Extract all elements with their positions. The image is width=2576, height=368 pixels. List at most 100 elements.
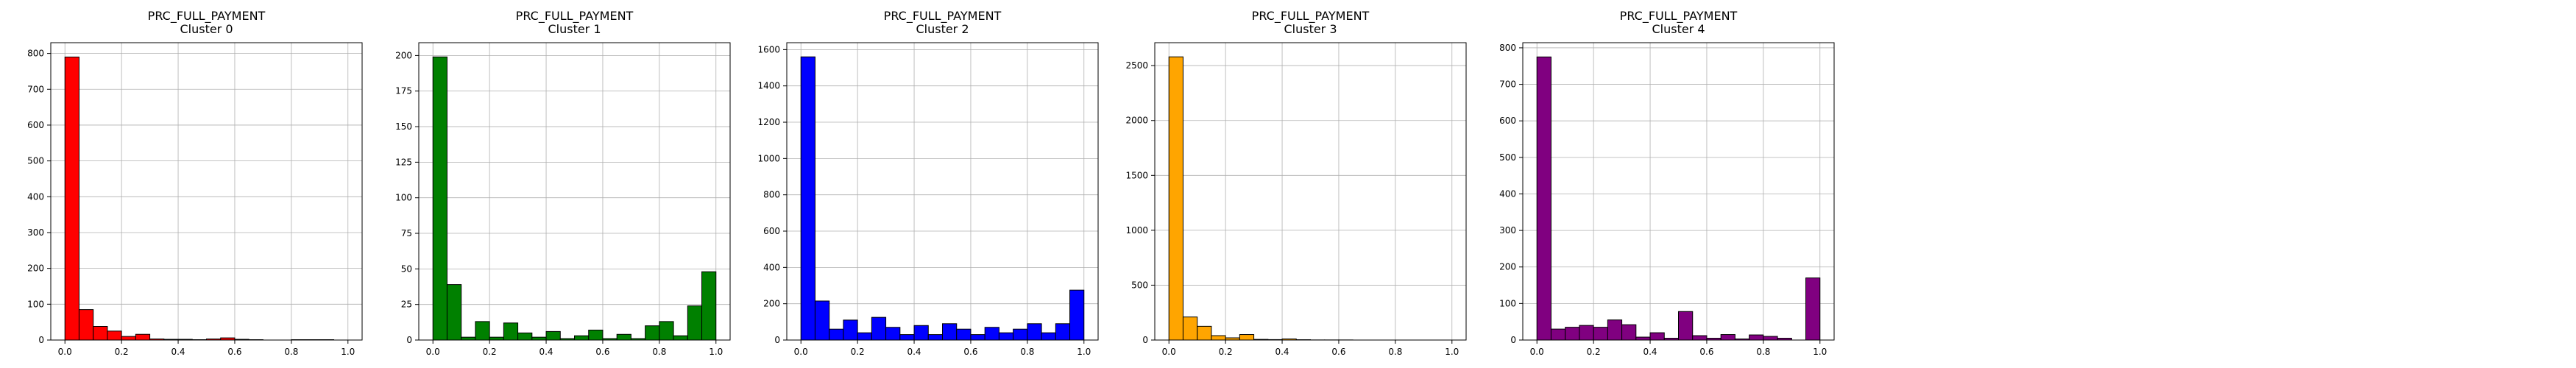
- histogram-bar: [829, 328, 844, 341]
- chart-title: PRC_FULL_PAYMENT: [884, 9, 1002, 24]
- x-tick-label: 0.2: [115, 347, 129, 357]
- histogram-bar: [956, 328, 972, 341]
- axes-frame: [1522, 42, 1835, 341]
- y-tick-label: 0: [1510, 335, 1516, 345]
- histogram-bar: [970, 334, 986, 341]
- y-tick-label: 200: [763, 299, 780, 309]
- chart-title: PRC_FULL_PAYMENT: [148, 9, 266, 24]
- histogram-bar: [545, 330, 561, 341]
- histogram-bar: [432, 56, 447, 341]
- x-tick-label: 1.0: [1445, 347, 1459, 357]
- x-tick-label: 0.4: [1275, 347, 1289, 357]
- y-tick-label: 100: [1499, 298, 1516, 308]
- y-tick-label: 700: [27, 84, 44, 94]
- x-tick-label: 0.0: [58, 347, 72, 357]
- y-tick-label: 175: [395, 86, 412, 96]
- histogram-bar: [659, 321, 674, 341]
- y-tick-label: 150: [395, 121, 412, 132]
- y-tick-label: 300: [27, 227, 44, 238]
- y-tick-label: 0: [1142, 335, 1148, 345]
- y-tick-label: 50: [401, 263, 412, 274]
- y-tick-label: 500: [1131, 280, 1148, 290]
- x-tick-label: 0.4: [907, 347, 921, 357]
- histogram-bar: [1197, 325, 1212, 341]
- histogram-bar: [913, 325, 929, 341]
- histogram-bar: [687, 305, 703, 341]
- y-tick-label: 600: [763, 226, 780, 236]
- histogram-bar: [899, 334, 915, 341]
- x-tick-label: 0.0: [1162, 347, 1176, 357]
- histogram-bar: [885, 327, 901, 341]
- histogram-bar: [1678, 311, 1694, 341]
- histogram-bar: [871, 316, 887, 341]
- axes-frame: [50, 42, 363, 341]
- histogram-bar: [107, 330, 122, 341]
- histogram-bar: [517, 332, 533, 341]
- y-tick-label: 0: [774, 335, 780, 345]
- histogram-bar: [1550, 328, 1566, 341]
- chart-subtitle: Cluster 0: [180, 22, 233, 36]
- histogram-bar: [1805, 277, 1821, 341]
- histogram-bar: [1027, 323, 1042, 341]
- y-tick-label: 1400: [757, 81, 780, 91]
- y-tick-label: 1200: [757, 117, 780, 127]
- y-tick-label: 300: [1499, 225, 1516, 236]
- x-tick-label: 1.0: [341, 347, 355, 357]
- y-tick-label: 2000: [1125, 116, 1148, 126]
- histogram-bar: [64, 56, 79, 341]
- x-tick-label: 0.2: [851, 347, 865, 357]
- x-tick-label: 0.4: [1643, 347, 1657, 357]
- histogram-bar: [701, 271, 717, 341]
- y-tick-label: 400: [1499, 188, 1516, 199]
- histogram-bar: [78, 309, 94, 341]
- y-tick-label: 1500: [1125, 170, 1148, 180]
- x-tick-label: 0.8: [652, 347, 666, 357]
- histogram-bar: [927, 334, 943, 341]
- histogram-bar: [503, 322, 519, 341]
- histogram-bar: [857, 332, 872, 341]
- chart-title: PRC_FULL_PAYMENT: [1620, 9, 1738, 24]
- y-tick-label: 100: [395, 193, 412, 203]
- x-tick-label: 0.6: [1699, 347, 1713, 357]
- histogram-bar: [1579, 325, 1594, 341]
- histogram-bar: [1635, 336, 1651, 341]
- y-tick-label: 800: [1499, 43, 1516, 53]
- axes-frame: [786, 42, 1099, 341]
- y-tick-label: 1600: [757, 44, 780, 54]
- x-tick-label: 0.4: [539, 347, 553, 357]
- chart-title: PRC_FULL_PAYMENT: [1252, 9, 1370, 24]
- x-tick-label: 1.0: [709, 347, 723, 357]
- y-tick-label: 1000: [757, 153, 780, 163]
- y-tick-label: 600: [27, 120, 44, 130]
- x-tick-label: 0.6: [1331, 347, 1345, 357]
- x-tick-label: 0.8: [1756, 347, 1770, 357]
- x-tick-label: 0.8: [284, 347, 298, 357]
- y-tick-label: 500: [1499, 152, 1516, 163]
- histogram-bar: [588, 329, 604, 341]
- histogram-bar: [489, 336, 504, 341]
- x-tick-label: 0.0: [1530, 347, 1544, 357]
- axes-frame: [1154, 42, 1467, 341]
- histogram-bar: [1536, 56, 1551, 341]
- y-tick-label: 400: [27, 191, 44, 202]
- histogram-bar: [645, 325, 660, 341]
- x-tick-label: 1.0: [1813, 347, 1827, 357]
- chart-title: PRC_FULL_PAYMENT: [516, 9, 634, 24]
- y-tick-label: 125: [395, 157, 412, 167]
- histogram-bar: [475, 321, 490, 341]
- histogram-bar: [531, 336, 547, 341]
- y-tick-label: 75: [401, 228, 412, 238]
- histogram-bar: [984, 327, 999, 341]
- y-tick-label: 200: [395, 50, 412, 60]
- histogram-bar: [1055, 323, 1071, 341]
- x-tick-label: 0.4: [171, 347, 185, 357]
- histogram-bar: [942, 323, 958, 341]
- x-tick-label: 0.0: [794, 347, 808, 357]
- histogram-bar: [1607, 319, 1623, 341]
- histogram-bar: [461, 336, 476, 341]
- y-tick-label: 2500: [1125, 60, 1148, 71]
